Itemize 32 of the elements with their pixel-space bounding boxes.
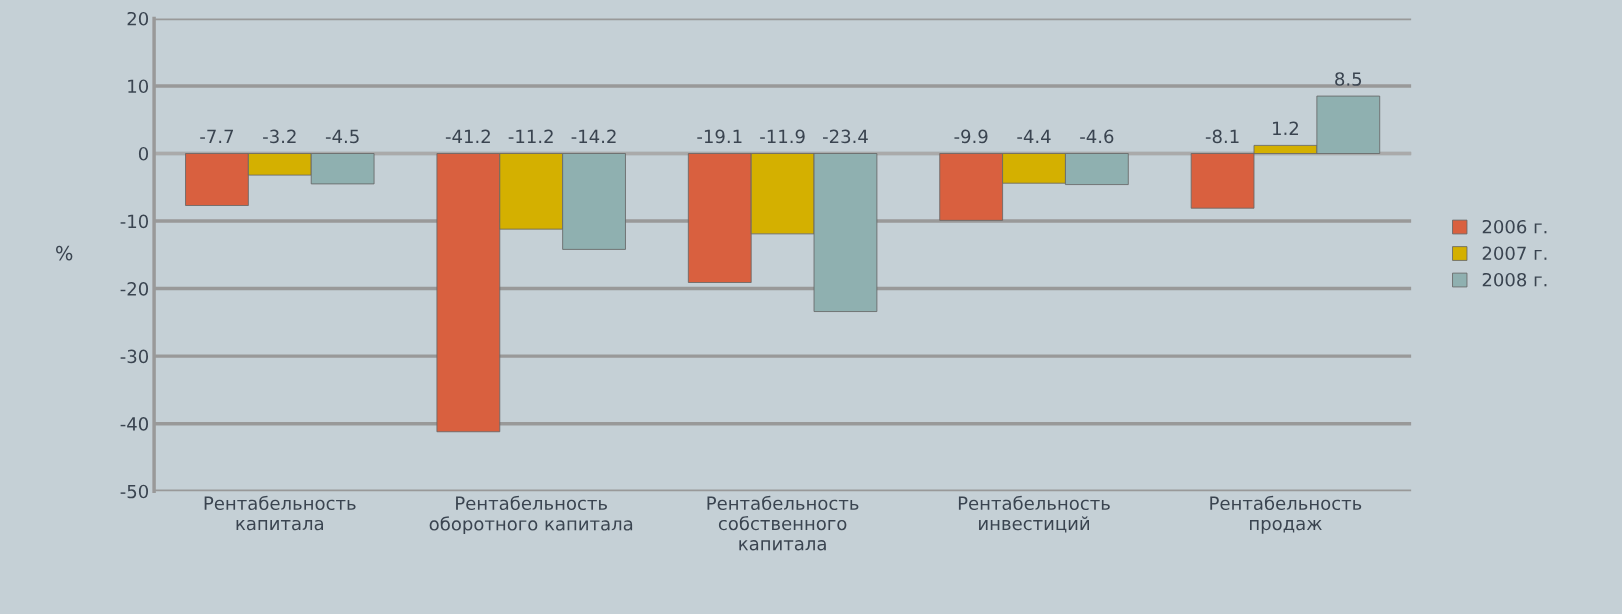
x-tick-label: Рентабельность инвестиций <box>958 495 1110 533</box>
data-label: -23.4 <box>822 129 868 144</box>
data-label: -41.2 <box>445 129 490 143</box>
y-tick-label: -20 <box>120 282 149 296</box>
data-label: -7.7 <box>200 129 234 143</box>
data-label: 8.5 <box>1335 72 1362 86</box>
data-label: -14.2 <box>571 129 616 143</box>
data-label: -4.5 <box>325 129 359 144</box>
y-tick-label: -40 <box>120 417 149 431</box>
x-tick-label: Рентабельность продаж <box>1210 495 1362 534</box>
y-tick-label: -10 <box>120 214 149 229</box>
legend-label: 2007 г. <box>1482 246 1547 261</box>
y-tick-label: 10 <box>128 79 149 94</box>
data-label: -11.2 <box>508 129 553 143</box>
legend-label: 2008 г. <box>1482 272 1547 287</box>
x-tick-label: Рентабельность оборотного капитала <box>429 495 633 535</box>
x-tick-label: Рентабельность собственного капитала <box>707 495 859 551</box>
y-tick-label: -50 <box>120 484 149 499</box>
data-label: -11.9 <box>760 129 805 144</box>
data-label: 1.2 <box>1273 121 1298 135</box>
y-tick-label: 0 <box>138 146 149 161</box>
data-label: -9.9 <box>954 129 988 144</box>
legend-label: 2006 г. <box>1482 219 1547 234</box>
y-tick-label: -30 <box>120 349 149 364</box>
data-label: -4.6 <box>1080 129 1114 144</box>
x-tick-label: Рентабельность капитала <box>204 495 356 531</box>
y-tick-label: 20 <box>127 11 149 26</box>
data-label: -19.1 <box>697 129 742 144</box>
data-label: -3.2 <box>263 129 296 144</box>
data-label: -8.1 <box>1205 129 1239 144</box>
y-axis-title: % <box>56 245 73 261</box>
data-label: -4.4 <box>1017 129 1051 143</box>
